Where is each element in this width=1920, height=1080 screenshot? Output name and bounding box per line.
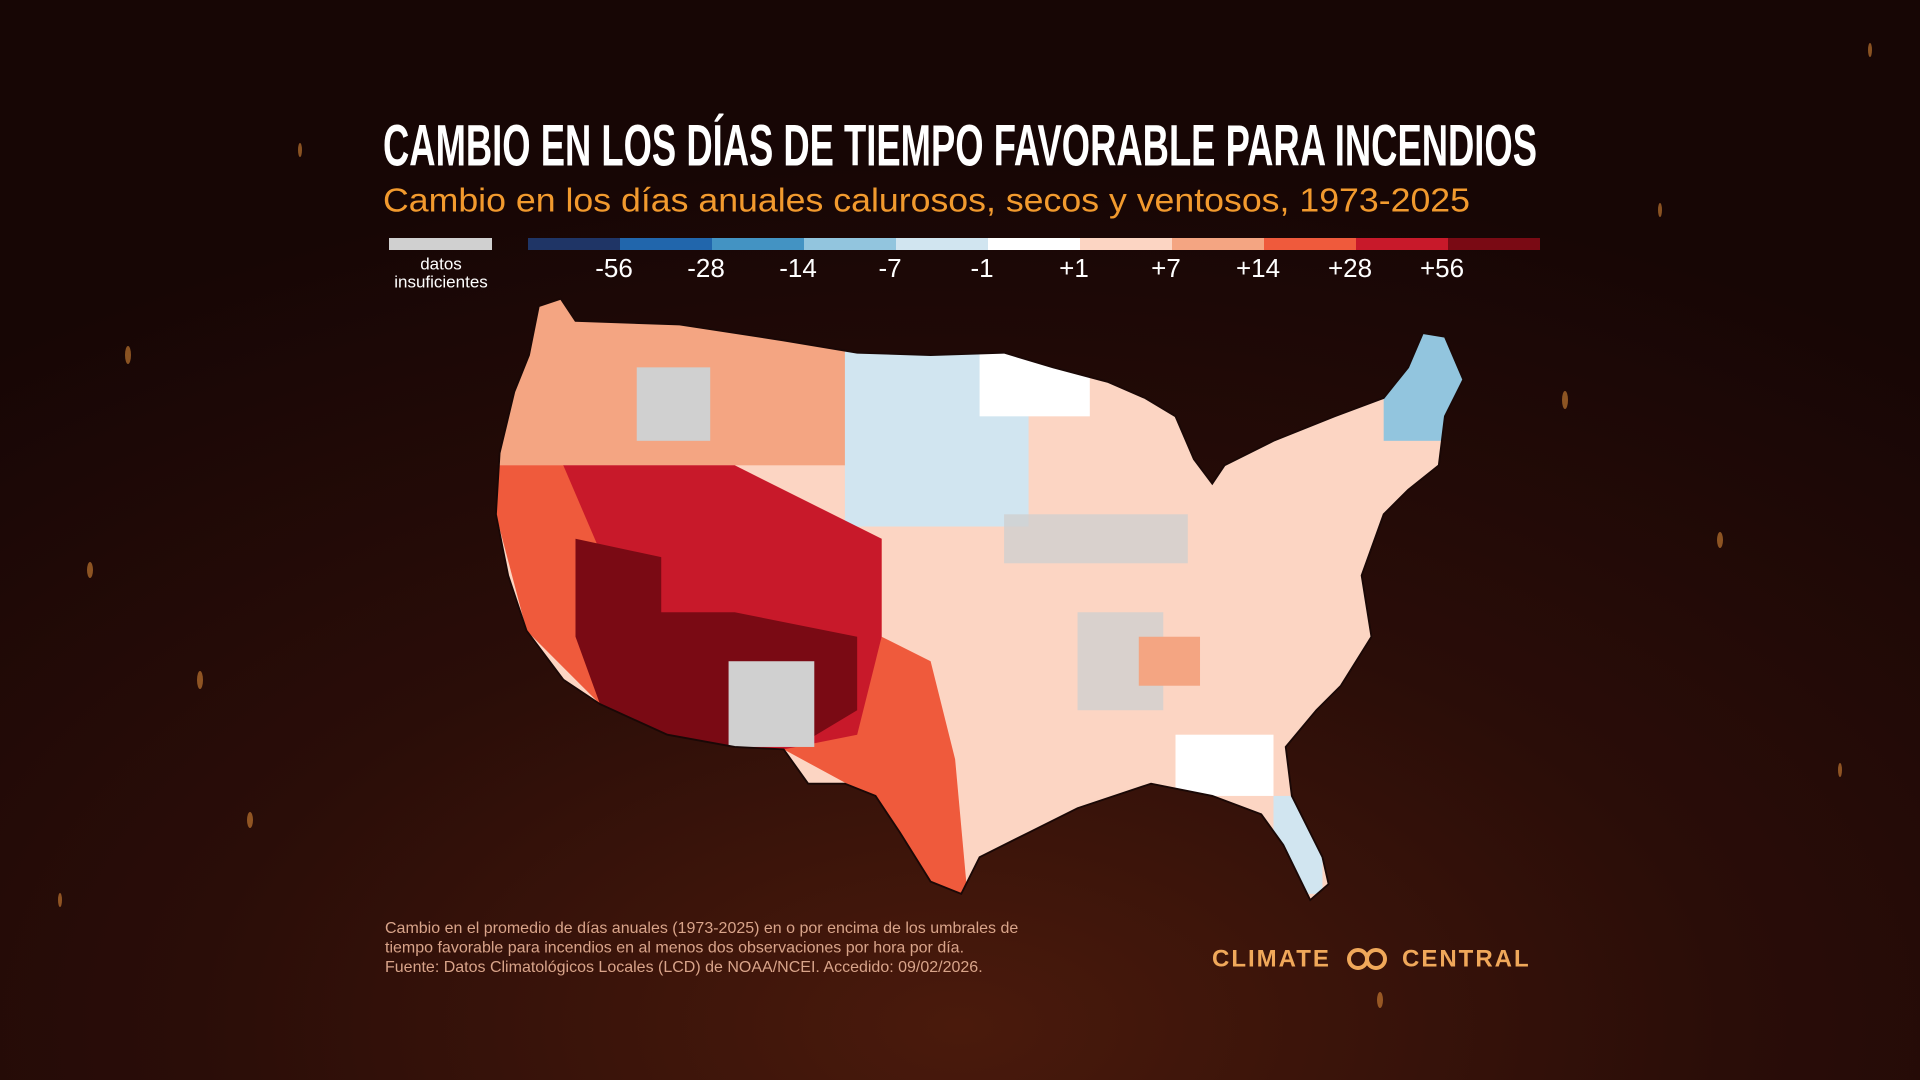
legend-label: -28 bbox=[687, 253, 725, 283]
legend-label: +28 bbox=[1328, 253, 1372, 283]
no-data-label: insuficientes bbox=[394, 272, 488, 291]
brand-logo bbox=[1365, 948, 1387, 970]
footnote-line: Fuente: Datos Climatológicos Locales (LC… bbox=[385, 959, 983, 976]
footnote: Cambio en el promedio de días anuales (1… bbox=[385, 920, 1018, 976]
legend-label: -56 bbox=[595, 253, 633, 283]
legend-swatch bbox=[1172, 238, 1264, 250]
footnote-line: tiempo favorable para incendios en al me… bbox=[385, 940, 964, 957]
legend-label: +14 bbox=[1236, 253, 1280, 283]
legend-swatch bbox=[1264, 238, 1356, 250]
legend-label: -14 bbox=[779, 253, 817, 283]
legend-swatch bbox=[1356, 238, 1448, 250]
brand-left: CLIMATE bbox=[1212, 945, 1331, 972]
legend-swatch bbox=[896, 238, 988, 250]
legend-label: -1 bbox=[970, 253, 993, 283]
legend-label: -7 bbox=[878, 253, 901, 283]
legend-label: +56 bbox=[1420, 253, 1464, 283]
legend-label: +7 bbox=[1151, 253, 1181, 283]
legend-swatch bbox=[804, 238, 896, 250]
title: CAMBIO EN LOS DÍAS DE TIEMPO FAVORABLE P… bbox=[383, 113, 1537, 178]
no-data-label: datos bbox=[420, 254, 462, 273]
embers bbox=[58, 43, 1872, 1008]
brand: CLIMATE CENTRAL bbox=[1212, 945, 1531, 972]
legend-swatch bbox=[1448, 238, 1540, 250]
legend-swatch bbox=[620, 238, 712, 250]
legend-swatch bbox=[1080, 238, 1172, 250]
subtitle: Cambio en los días anuales calurosos, se… bbox=[383, 182, 1470, 219]
brand-right: CENTRAL bbox=[1402, 945, 1531, 972]
legend-swatch bbox=[712, 238, 804, 250]
legend-label: +1 bbox=[1059, 253, 1089, 283]
footnote-line: Cambio en el promedio de días anuales (1… bbox=[385, 920, 1018, 937]
no-data-swatch bbox=[389, 238, 492, 250]
legend-swatch bbox=[528, 238, 620, 250]
legend-swatch bbox=[988, 238, 1080, 250]
